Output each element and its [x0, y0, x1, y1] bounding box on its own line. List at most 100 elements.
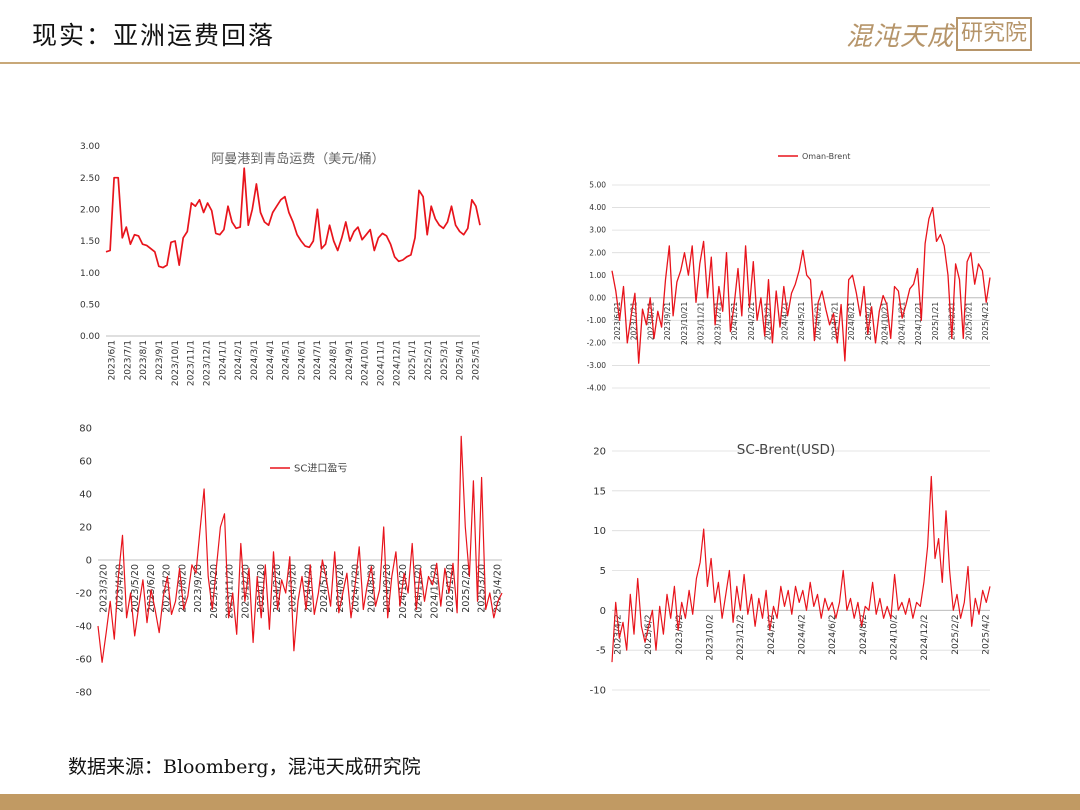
y-tick-label: 60: [79, 457, 92, 468]
x-tick-label: 2025/4/20: [493, 564, 504, 613]
y-tick-label: -2.00: [587, 339, 607, 348]
x-tick-label: 2023/11/1: [187, 340, 197, 386]
y-tick-label: -20: [76, 589, 92, 600]
x-tick-label: 2023/10/2: [706, 614, 716, 660]
x-tick-label: 2024/5/20: [319, 564, 330, 613]
y-tick-label: 20: [79, 523, 92, 534]
chart-title: 阿曼港到青岛运费（美元/桶）: [211, 151, 384, 167]
x-tick-label: 2024/8/1: [329, 340, 339, 380]
x-tick-label: 2023/8/21: [646, 302, 655, 341]
y-tick-label: -40: [76, 622, 92, 633]
x-tick-label: 2024/3/20: [288, 564, 299, 613]
x-tick-label: 2024/12/20: [429, 564, 440, 619]
x-tick-label: 2023/6/21: [613, 302, 622, 341]
x-tick-label: 2024/8/20: [366, 564, 377, 613]
x-tick-label: 2024/4/20: [303, 564, 314, 613]
x-tick-label: 2023/9/1: [155, 340, 165, 380]
x-tick-label: 2024/6/20: [335, 564, 346, 613]
series-line: [97, 435, 503, 663]
x-tick-label: 2023/7/21: [630, 302, 639, 341]
x-tick-label: 2025/3/20: [477, 564, 488, 613]
x-tick-label: 2025/1/20: [445, 564, 456, 613]
x-tick-label: 2024/5/1: [282, 340, 292, 380]
x-tick-label: 2025/1/21: [931, 302, 940, 341]
x-tick-label: 2023/11/21: [697, 302, 706, 345]
x-tick-label: 2024/1/21: [730, 302, 739, 341]
x-tick-label: 2023/10/1: [171, 340, 181, 386]
series-line: [611, 475, 991, 663]
y-tick-label: 80: [79, 424, 92, 435]
logo-stamp-text: 研究院: [956, 17, 1033, 51]
x-tick-label: 2023/4/20: [114, 564, 125, 613]
y-tick-label: 1.00: [589, 271, 606, 280]
x-tick-label: 2023/12/1: [202, 340, 212, 386]
y-tick-label: 4.00: [589, 203, 606, 212]
x-tick-label: 2024/1/1: [218, 340, 228, 380]
x-tick-label: 2024/9/20: [382, 564, 393, 613]
company-logo: 混沌天成 研究院: [846, 16, 1033, 52]
y-tick-label: 0.50: [80, 300, 100, 310]
y-tick-label: 1.00: [80, 269, 100, 279]
x-tick-label: 2023/7/1: [123, 340, 133, 380]
x-tick-label: 2024/11/20: [414, 564, 425, 619]
x-tick-label: 2024/12/21: [914, 302, 923, 345]
x-tick-label: 2023/6/20: [146, 564, 157, 613]
chart-title: SC-Brent(USD): [737, 442, 835, 458]
x-tick-label: 2025/4/21: [981, 302, 990, 341]
y-tick-label: 0: [600, 606, 606, 617]
x-tick-label: 2024/2/20: [272, 564, 283, 613]
chart-freight-oman-qingdao: 0.00 0.50 1.00 1.50 2.00 2.50 3.00 2023/6/1 2023…: [80, 142, 482, 386]
y-tick-label: 20: [593, 447, 606, 458]
x-tick-label: 2025/4/1: [456, 340, 466, 380]
x-tick-label: 2025/3/21: [964, 302, 973, 341]
x-tick-label: 2024/9/21: [864, 302, 873, 341]
y-tick-label: -4.00: [587, 384, 607, 393]
y-tick-label: 10: [593, 526, 606, 537]
x-tick-label: 2024/11/21: [897, 302, 906, 345]
x-tick-label: 2025/4/2: [982, 614, 992, 654]
x-tick-label: 2024/7/20: [351, 564, 362, 613]
x-tick-label: 2023/9/21: [663, 302, 672, 341]
y-tick-label: 40: [79, 490, 92, 501]
x-tick-label: 2025/3/1: [440, 340, 450, 380]
x-tick-label: 2024/12/2: [920, 614, 930, 660]
series-line: [611, 206, 991, 364]
y-tick-label: 2.00: [80, 205, 100, 215]
x-tick-label: 2023/9/20: [193, 564, 204, 613]
x-tick-label: 2024/8/21: [847, 302, 856, 341]
x-tick-label: 2025/2/2: [951, 614, 961, 654]
x-tick-label: 2024/11/1: [377, 340, 387, 386]
chart-sc-import-margin: -80 -60 -40 -20 0 20 40 60 80 2023/3/20 2023/4/20 2…: [76, 424, 504, 699]
x-tick-label: 2024/2/2: [767, 614, 777, 654]
y-tick-label: 3.00: [80, 142, 100, 152]
x-tick-label: 2025/2/20: [461, 564, 472, 613]
y-tick-label: -10: [590, 686, 606, 697]
x-tick-label: 2024/4/21: [780, 302, 789, 341]
x-tick-label: 2024/4/2: [798, 614, 808, 654]
series-line: [105, 167, 481, 269]
x-tick-label: 2024/6/1: [297, 340, 307, 380]
y-tick-label: 15: [593, 486, 606, 497]
x-tick-label: 2024/8/2: [859, 614, 869, 654]
x-tick-label: 2024/4/1: [266, 340, 276, 380]
x-tick-label: 2023/8/2: [675, 614, 685, 654]
y-tick-label: 2.00: [589, 248, 606, 257]
x-tick-label: 2024/10/20: [398, 564, 409, 619]
y-tick-label: 5.00: [589, 181, 606, 190]
x-tick-label: 2023/7/20: [162, 564, 173, 613]
x-tick-label: 2025/5/1: [472, 340, 482, 380]
y-tick-label: 0.00: [80, 332, 100, 342]
legend-label: Oman-Brent: [802, 152, 850, 161]
footer-bar: [0, 794, 1080, 810]
y-tick-label: -80: [76, 688, 92, 699]
chart-oman-brent: -4.00 -3.00 -2.00 -1.00 0.00 1.00 2.00 3.00 4.00…: [587, 152, 991, 393]
x-tick-label: 2023/12/21: [713, 302, 722, 345]
x-tick-label: 2023/6/1: [108, 340, 118, 380]
y-tick-label: -1.00: [587, 316, 607, 325]
y-tick-label: 1.50: [80, 237, 100, 247]
x-tick-label: 2024/12/1: [392, 340, 402, 386]
x-tick-label: 2023/8/1: [139, 340, 149, 380]
y-tick-label: -5: [596, 646, 606, 657]
y-tick-label: -3.00: [587, 361, 607, 370]
